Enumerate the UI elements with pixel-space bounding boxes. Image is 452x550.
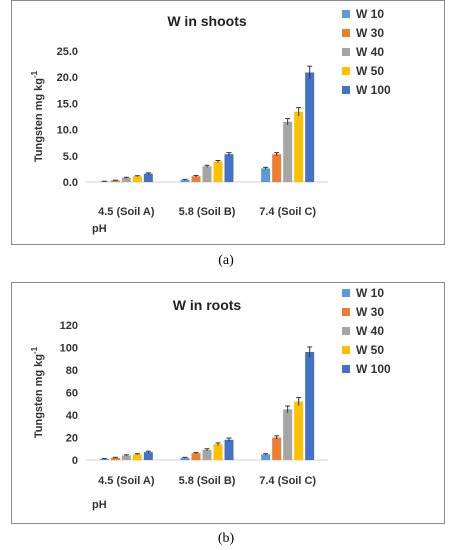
y-axis-label-superscript: -1	[30, 346, 39, 354]
bar	[213, 444, 223, 460]
category-label: 7.4 (Soil C)	[259, 206, 316, 218]
y-tick-label: 80	[66, 365, 78, 377]
y-axis-label: Tungsten mg kg-1	[30, 346, 45, 438]
chart-title: W in shoots	[167, 13, 247, 29]
y-tick-label: 120	[60, 320, 78, 332]
bar	[121, 455, 131, 460]
bar	[213, 161, 223, 182]
caption-b: (b)	[217, 531, 235, 546]
chart-panel-shoots: W in shoots 0.0 5.0 10.0 15.0 20.0 25.0 Tungste…	[11, 0, 445, 245]
category-label: 4.5 (Soil A)	[98, 475, 155, 487]
y-tick-label: 10.0	[57, 125, 78, 137]
y-tick-label: 60	[66, 388, 78, 400]
bar	[294, 111, 304, 182]
chart-panel-roots: W in roots 0 20 40 60 80 100 120 Tungsten mg kg-…	[11, 282, 445, 524]
x-axis-label: pH	[92, 499, 107, 511]
y-tick-label: 20	[66, 433, 78, 445]
bar	[132, 176, 142, 182]
bar	[305, 352, 315, 460]
legend-swatch	[342, 289, 350, 297]
y-tick-label: 5.0	[63, 151, 78, 163]
legend-swatch	[342, 67, 350, 75]
caption-a: (a)	[218, 253, 234, 268]
legend-label: W 40	[356, 324, 384, 338]
bar	[224, 154, 234, 182]
legend-swatch	[342, 308, 350, 316]
bar	[272, 437, 282, 460]
y-axis-label-superscript: -1	[30, 70, 39, 78]
legend-swatch	[342, 48, 350, 56]
legend-label: W 30	[356, 26, 384, 40]
y-tick-label: 100	[60, 343, 78, 355]
category-label: 5.8 (Soil B)	[179, 206, 236, 218]
bar	[224, 439, 234, 460]
y-tick-label: 0.0	[63, 177, 78, 189]
bar	[261, 168, 271, 182]
y-axis-label: Tungsten mg kg-1	[30, 70, 45, 162]
y-tick-label: 20.0	[57, 72, 78, 84]
y-tick-label: 0	[72, 455, 78, 467]
legend-swatch	[342, 365, 350, 373]
bar	[191, 176, 201, 182]
legend-swatch	[342, 86, 350, 94]
bar	[261, 454, 271, 460]
legend-label: W 40	[356, 45, 384, 59]
category-label: 5.8 (Soil B)	[179, 475, 236, 487]
bar	[191, 453, 201, 460]
legend-label: W 100	[356, 83, 391, 97]
legend-swatch	[342, 10, 350, 18]
legend-label: W 50	[356, 343, 384, 357]
legend-label: W 10	[356, 7, 384, 21]
category-label: 7.4 (Soil C)	[259, 475, 316, 487]
chart-shoots: W in shoots 0.0 5.0 10.0 15.0 20.0 25.0 Tungste…	[30, 7, 391, 235]
bar	[143, 452, 153, 460]
bar	[202, 166, 212, 182]
bars	[99, 346, 315, 460]
legend-swatch	[342, 29, 350, 37]
bar	[202, 449, 212, 460]
bar	[272, 154, 282, 182]
bar	[110, 180, 120, 182]
chart-roots: W in roots 0 20 40 60 80 100 120 Tungsten mg kg-…	[30, 286, 391, 511]
legend-label: W 30	[356, 305, 384, 319]
bar	[180, 457, 190, 460]
bar	[294, 401, 304, 460]
bar	[143, 173, 153, 182]
bars	[99, 65, 315, 182]
legend-label: W 10	[356, 286, 384, 300]
x-axis-label: pH	[92, 223, 107, 235]
legend-swatch	[342, 346, 350, 354]
bar	[99, 458, 109, 460]
legend-label: W 50	[356, 64, 384, 78]
bar	[110, 457, 120, 460]
category-label: 4.5 (Soil A)	[98, 206, 155, 218]
y-tick-label: 25.0	[57, 46, 78, 58]
y-tick-label: 15.0	[57, 98, 78, 110]
bar	[132, 454, 142, 460]
legend-swatch	[342, 327, 350, 335]
bar	[121, 177, 131, 182]
bar	[283, 121, 293, 182]
legend-label: W 100	[356, 362, 391, 376]
bar	[305, 72, 315, 182]
y-tick-label: 40	[66, 410, 78, 422]
bar	[283, 409, 293, 460]
bar	[180, 179, 190, 182]
chart-title: W in roots	[173, 297, 242, 313]
